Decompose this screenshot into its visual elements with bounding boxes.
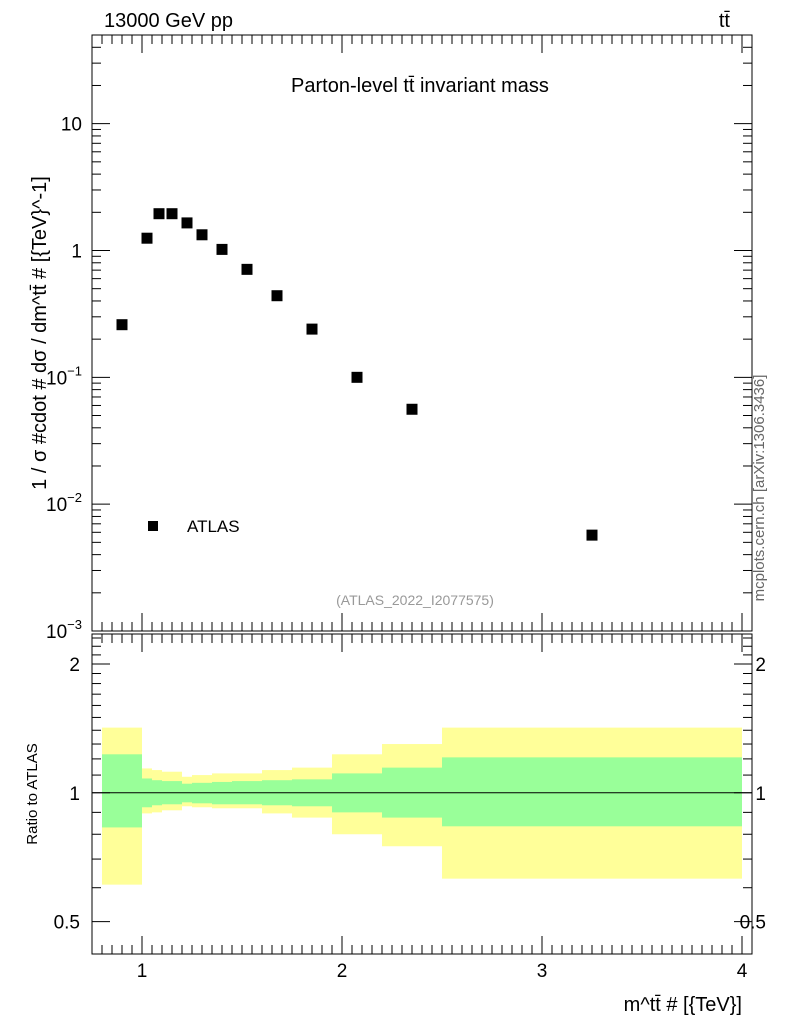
analysis-tag: (ATLAS_2022_I2077575) (336, 592, 494, 608)
data-point (406, 403, 418, 415)
data-point (141, 232, 153, 244)
plot-title: Parton-level tt̄ invariant mass (291, 75, 549, 97)
main-panel: Parton-level tt̄ invariant mass 10−3 10−2… (29, 34, 768, 643)
y-tick-label: 10−2 (46, 490, 82, 516)
x-tick-label: 3 (537, 961, 548, 982)
data-point (181, 217, 193, 229)
ratio-panel: 0.5 0.5 1 1 2 2 1 2 3 4 Ratio to ATLAS m^tt̄ # [… (24, 633, 766, 1016)
main-y-tick-labels: 10−3 10−2 10−1 1 10 (46, 115, 82, 643)
legend-marker (148, 521, 158, 531)
main-plot-frame (91, 34, 753, 632)
side-source-label: mcplots.cern.ch [arXiv:1306.3436] (751, 375, 768, 602)
main-axis-ticks (92, 34, 753, 632)
ratio-y-tick-label: 2 (69, 655, 80, 676)
y-tick-label: 10−1 (46, 363, 82, 389)
data-point (216, 243, 228, 255)
data-point (166, 208, 178, 220)
ratio-bands (102, 727, 742, 885)
y-tick-label: 10 (61, 115, 82, 136)
ratio-y-tick-label: 1 (69, 784, 80, 805)
ratio-y-tick-label-right: 2 (755, 655, 766, 676)
data-point (116, 319, 128, 331)
data-point (153, 208, 165, 220)
energy-label: 13000 GeV pp (104, 10, 233, 32)
x-tick-label: 1 (137, 961, 148, 982)
x-tick-labels: 1 2 3 4 (137, 961, 748, 982)
ratio-inner-band (102, 754, 142, 828)
process-label: tt̄ (719, 10, 731, 32)
data-point (351, 371, 363, 383)
ratio-y-tick-labels: 0.5 0.5 1 1 2 2 (54, 655, 766, 934)
ratio-y-tick-label-right: 1 (755, 784, 766, 805)
data-point (271, 290, 283, 302)
data-point (586, 529, 598, 541)
data-point (196, 229, 208, 241)
ratio-axis-ticks (92, 634, 753, 954)
ratio-y-tick-label: 0.5 (54, 913, 80, 934)
ratio-inner-band (442, 757, 742, 827)
x-axis-label: m^tt̄ # [{TeV}] (624, 994, 742, 1016)
data-point (306, 323, 318, 335)
legend-label: ATLAS (187, 517, 240, 536)
ratio-y-tick-label-right: 0.5 (740, 913, 766, 934)
data-series-atlas (116, 208, 598, 541)
x-tick-label: 4 (737, 961, 748, 982)
y-tick-label: 1 (71, 241, 82, 262)
x-tick-label: 2 (337, 961, 348, 982)
main-y-axis-label: 1 / σ #cdot # dσ / dm^tt̄ # [{TeV}^-1] (29, 176, 51, 490)
ratio-y-axis-label: Ratio to ATLAS (24, 743, 41, 844)
y-tick-label: 10−3 (46, 617, 82, 643)
data-point (241, 263, 253, 275)
